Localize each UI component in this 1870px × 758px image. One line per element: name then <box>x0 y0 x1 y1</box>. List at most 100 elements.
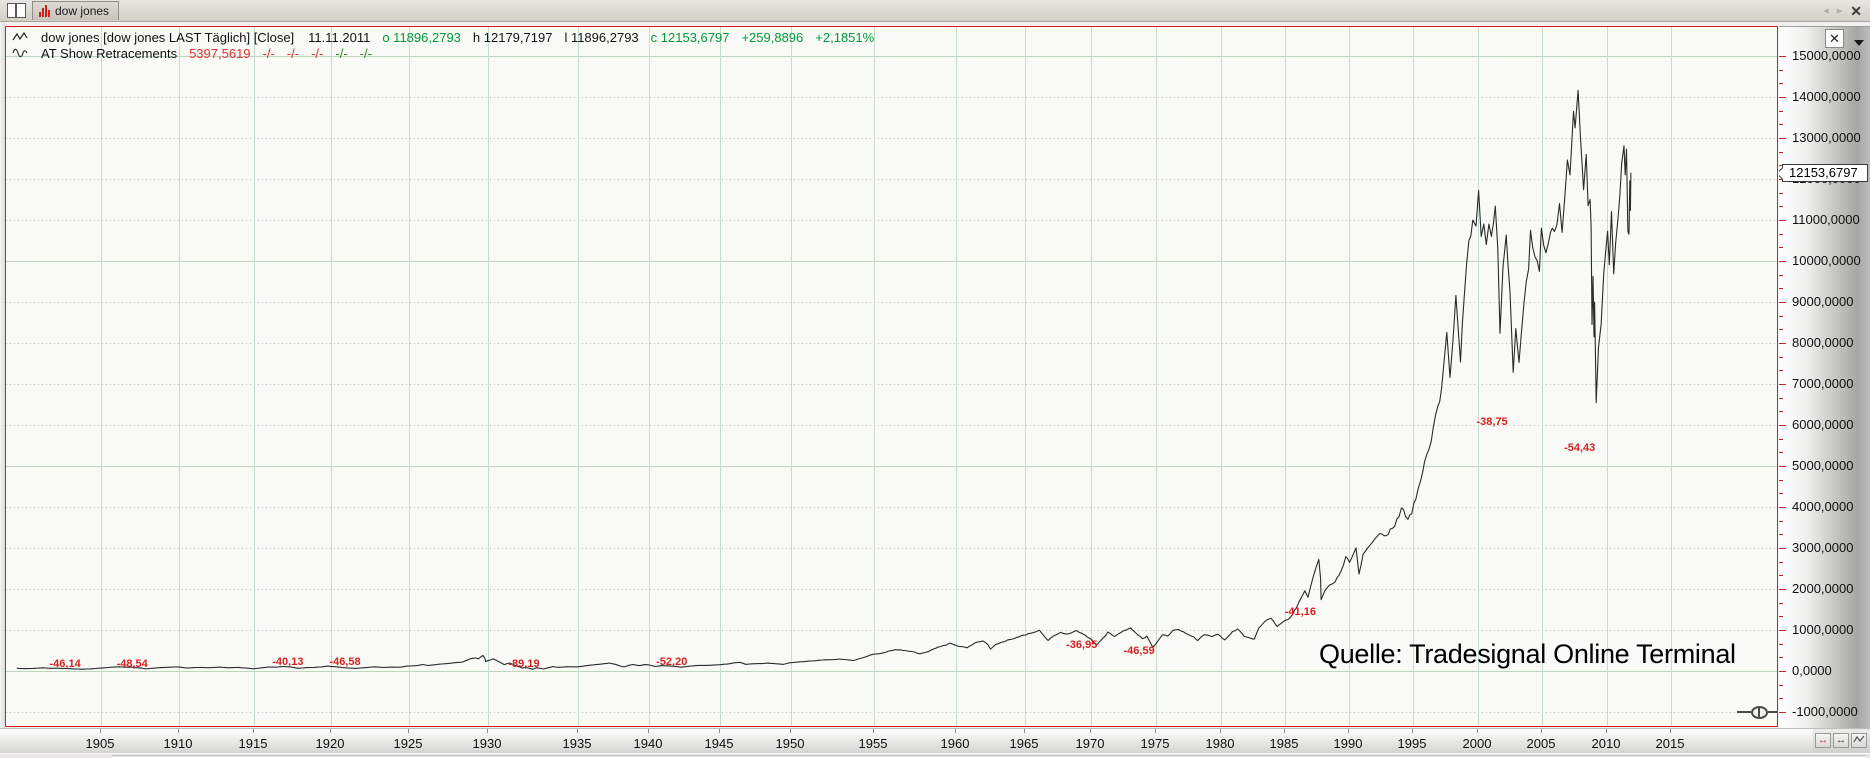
price-line-canvas <box>16 89 1632 670</box>
workspace-layout-icon[interactable] <box>7 3 26 18</box>
time-axis-label: 1935 <box>562 736 592 751</box>
window-frame-edge <box>0 22 5 753</box>
tab-label: dow jones <box>55 4 110 18</box>
time-axis-label: 1930 <box>472 736 502 751</box>
retracement-label: -46,59 <box>1123 644 1155 657</box>
value-axis[interactable]: ✕ 15000,000014000,000013000,000012000,00… <box>1779 26 1870 728</box>
time-axis-tick <box>873 729 874 733</box>
axis-tool-corner: ↔ ↔ <box>1813 728 1870 753</box>
chart-close-button[interactable]: ✕ <box>1825 29 1844 48</box>
time-axis-label: 1975 <box>1140 736 1170 751</box>
retracement-label: -41,16 <box>1284 606 1316 619</box>
time-axis-tick <box>1348 729 1349 733</box>
time-axis-label: 1995 <box>1397 736 1427 751</box>
last-price-tag: 12153,6797 <box>1782 163 1868 182</box>
time-axis-label: 2005 <box>1526 736 1556 751</box>
retracement-label: -54,43 <box>1564 442 1596 455</box>
retracement-label: -38,75 <box>1476 415 1508 428</box>
value-axis-label: 3000,0000 <box>1792 540 1854 555</box>
time-axis-tick <box>1477 729 1478 733</box>
time-axis-tick <box>1024 729 1025 733</box>
retracement-label: -89,19 <box>508 658 540 671</box>
time-axis-tick <box>253 729 254 733</box>
time-axis-label: 1955 <box>858 736 888 751</box>
value-axis-label: 11000,0000 <box>1792 212 1860 227</box>
time-axis-squeeze-handle[interactable] <box>1737 703 1777 721</box>
time-axis-tick <box>577 729 578 733</box>
time-axis-label: 1990 <box>1333 736 1363 751</box>
time-axis-tick <box>1220 729 1221 733</box>
line-series-icon <box>12 31 28 41</box>
axis-menu-arrow-icon[interactable] <box>1854 40 1864 46</box>
time-axis-tick <box>1090 729 1091 733</box>
time-axis-tick <box>100 729 101 733</box>
time-axis-label: 1940 <box>633 736 663 751</box>
time-axis-tick <box>1606 729 1607 733</box>
value-axis-label: 10000,0000 <box>1792 253 1861 268</box>
retracement-label: -40,13 <box>272 655 304 668</box>
retracement-label: -52,20 <box>656 656 688 669</box>
fit-time-axis-button[interactable]: ↔ <box>1833 733 1849 748</box>
series-change-abs: +259,8896 <box>741 29 804 45</box>
time-axis-label: 1925 <box>393 736 423 751</box>
time-axis-tick <box>1670 729 1671 733</box>
value-axis-label: 2000,0000 <box>1792 581 1854 596</box>
retracement-label: -48,54 <box>116 657 148 670</box>
chart-bars-icon <box>39 5 50 17</box>
value-axis-label: 14000,0000 <box>1792 89 1861 104</box>
time-axis-tick <box>1412 729 1413 733</box>
series-change-pct: +2,1851% <box>815 29 875 45</box>
time-axis-label: 1985 <box>1269 736 1299 751</box>
series-close: c 12153,6797 <box>650 29 730 45</box>
indicator-out-5: -/- <box>359 45 372 61</box>
value-axis-label: -1000,0000 <box>1792 704 1858 719</box>
chart-plot-area[interactable]: dow jones [dow jones LAST Täglich] [Clos… <box>5 26 1778 727</box>
time-axis-tick <box>1541 729 1542 733</box>
time-axis-tick <box>719 729 720 733</box>
time-axis-tick <box>487 729 488 733</box>
time-axis-tick <box>330 729 331 733</box>
chart-legend: dow jones [dow jones LAST Täglich] [Clos… <box>12 29 874 61</box>
nav-back-icon[interactable]: ◂ <box>1823 5 1829 17</box>
indicator-out-3: -/- <box>311 45 324 61</box>
time-axis-label: 1965 <box>1009 736 1039 751</box>
time-axis-label: 1980 <box>1205 736 1235 751</box>
source-watermark: Quelle: Tradesignal Online Terminal <box>1319 639 1736 669</box>
value-axis-label: 5000,0000 <box>1792 458 1854 473</box>
time-axis-label: 1945 <box>704 736 734 751</box>
time-axis-label: 2010 <box>1591 736 1621 751</box>
value-axis-label: 9000,0000 <box>1792 294 1854 309</box>
chart-overview-button[interactable] <box>1851 733 1867 748</box>
series-open: o 11896,2793 <box>382 29 461 45</box>
legend-series-dowjones[interactable]: dow jones [dow jones LAST Täglich] [Clos… <box>12 29 874 45</box>
value-axis-label: 6000,0000 <box>1792 417 1854 432</box>
chart-gridlines <box>6 27 1777 726</box>
value-axis-label: 1000,0000 <box>1792 622 1854 637</box>
window-close-icon[interactable]: ✕ <box>1850 2 1862 19</box>
value-axis-label: 8000,0000 <box>1792 335 1854 350</box>
time-axis-tick <box>790 729 791 733</box>
wave-indicator-icon <box>12 48 28 58</box>
legend-indicator-retracements[interactable]: AT Show Retracements 5397,5619 -/- -/- -… <box>12 45 874 61</box>
expand-time-axis-button[interactable]: ↔ <box>1815 733 1831 748</box>
time-axis[interactable]: 1905 1910 1915 1920 1925 1930 1935 1940 1945 1950… <box>0 728 1813 753</box>
time-axis-tick <box>648 729 649 733</box>
status-bar <box>0 753 1870 758</box>
retracement-label: -36,95 <box>1066 638 1098 651</box>
time-axis-tick <box>408 729 409 733</box>
indicator-out-4: -/- <box>335 45 348 61</box>
time-axis-label: 1910 <box>163 736 193 751</box>
time-axis-label: 2015 <box>1655 736 1685 751</box>
window-titlebar: dow jones ◂ ▸ ✕ <box>0 0 1870 22</box>
time-axis-tick <box>955 729 956 733</box>
value-axis-label: 15000,0000 <box>1792 48 1861 63</box>
tab-dow-jones[interactable]: dow jones <box>32 1 120 20</box>
series-date: 11.11.2011 <box>308 29 371 45</box>
nav-forward-icon[interactable]: ▸ <box>1836 5 1843 17</box>
time-axis-tick <box>1284 729 1285 733</box>
time-axis-label: 1960 <box>940 736 970 751</box>
time-axis-label: 1970 <box>1075 736 1105 751</box>
series-name: dow jones [dow jones LAST Täglich] [Clos… <box>41 29 295 45</box>
time-axis-tick <box>178 729 179 733</box>
indicator-name: AT Show Retracements <box>41 45 178 61</box>
